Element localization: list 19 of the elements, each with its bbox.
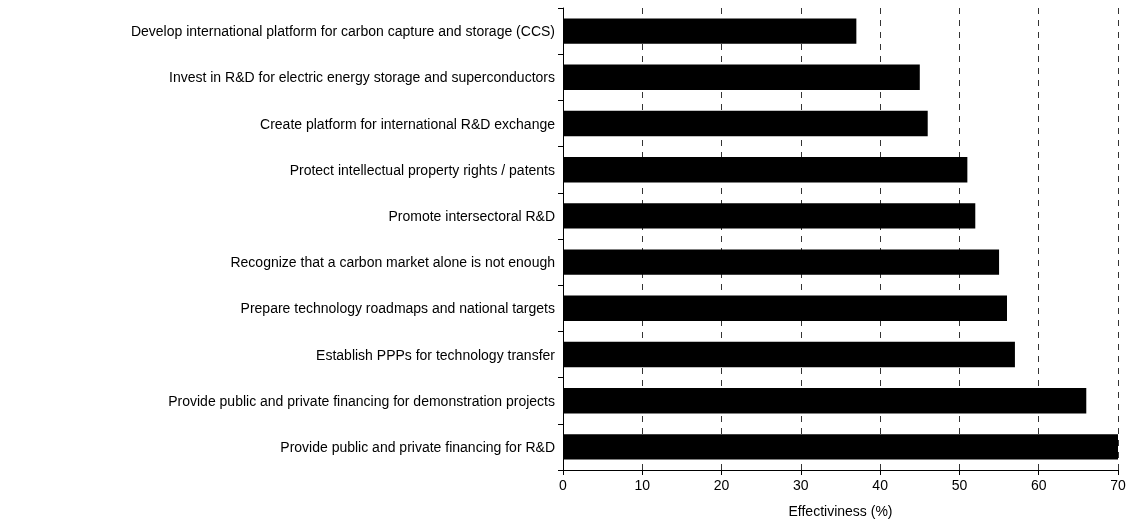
x-tick-label: 70 <box>1110 477 1126 493</box>
x-tick-label: 30 <box>793 477 809 493</box>
x-tick-label: 60 <box>1030 477 1047 493</box>
y-tick-label: Create platform for international R&D exchange <box>260 115 556 132</box>
y-tick-label: Recognize that a carbon market alone is not enough <box>230 254 555 271</box>
y-tick-label: Promote intersectoral R&D <box>388 207 555 224</box>
x-tick-label: 10 <box>634 477 651 493</box>
y-tick-label: Invest in R&D for electric energy storage and superconductors <box>169 69 555 86</box>
y-tick-label: Provide public and private financing for demonstration projects <box>168 392 555 409</box>
y-tick-label: Provide public and private financing for R&D <box>280 438 555 455</box>
x-tick-label: 20 <box>713 477 730 493</box>
y-tick-label: Prepare technology roadmaps and national targets <box>240 300 555 317</box>
y-tick-label: Develop international platform for carbon capture and storage (CCS) <box>130 23 555 40</box>
x-tick-label: 50 <box>951 477 968 493</box>
y-tick-label: Protect intellectual property rights / patents <box>289 161 555 178</box>
x-tick-label: 40 <box>872 477 889 493</box>
y-tick-label: Establish PPPs for technology transfer <box>316 346 556 363</box>
x-axis-title: Effectiviness (%) <box>788 503 893 519</box>
x-tick-label: 0 <box>559 477 568 493</box>
